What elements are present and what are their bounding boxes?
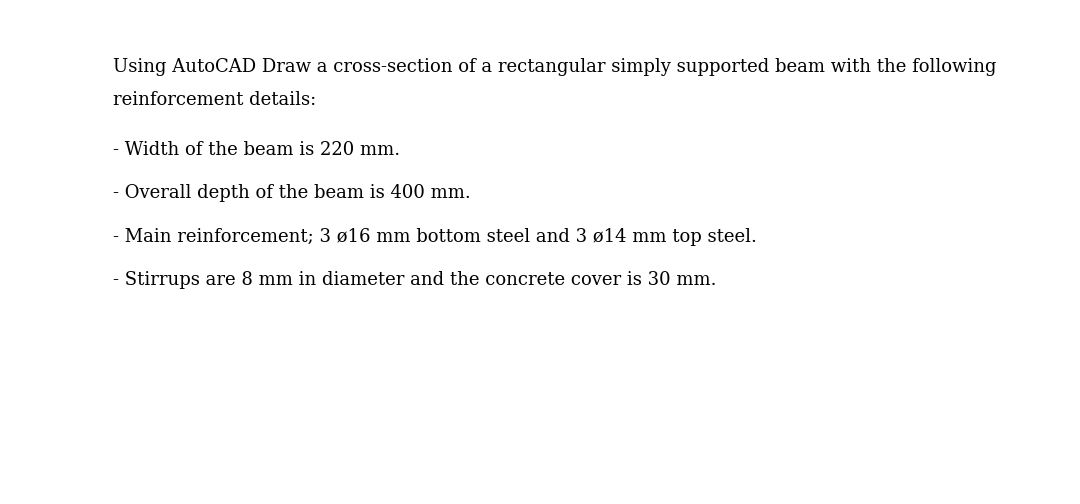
Text: - Stirrups are 8 mm in diameter and the concrete cover is 30 mm.: - Stirrups are 8 mm in diameter and the … [113, 271, 717, 289]
Text: - Width of the beam is 220 mm.: - Width of the beam is 220 mm. [113, 141, 401, 159]
Text: - Overall depth of the beam is 400 mm.: - Overall depth of the beam is 400 mm. [113, 184, 471, 202]
Text: - Main reinforcement; 3 ø16 mm bottom steel and 3 ø14 mm top steel.: - Main reinforcement; 3 ø16 mm bottom st… [113, 228, 757, 246]
Text: reinforcement details:: reinforcement details: [113, 91, 316, 109]
Text: Using AutoCAD Draw a cross-section of a rectangular simply supported beam with t: Using AutoCAD Draw a cross-section of a … [113, 58, 997, 76]
